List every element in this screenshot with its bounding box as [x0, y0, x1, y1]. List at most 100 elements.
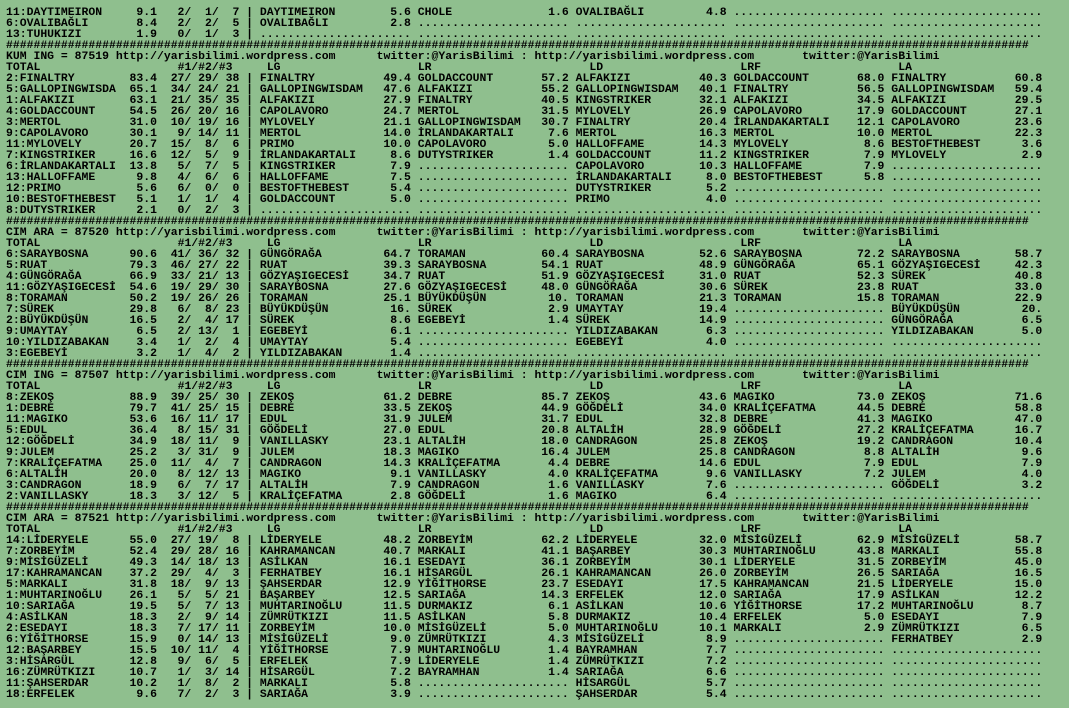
pick-count-2: 29: [198, 281, 212, 294]
empty-cell-lr: ......................: [417, 171, 569, 184]
pick-count-1: 1: [177, 336, 185, 349]
team-name: 8:ZEKOŞ: [6, 391, 55, 404]
total-score: 18.3: [129, 622, 157, 635]
column-header-picks: #1/#2/#3: [177, 61, 233, 74]
cell-name-lg: GOLDACCOUNT: [259, 193, 336, 206]
cell-name-lg: EDUL: [259, 413, 288, 426]
cell-value-lrf: 72.2: [856, 248, 885, 261]
empty-cell-lr: ......................: [417, 677, 569, 690]
slash: /: [211, 468, 219, 481]
website-url: http://yarisbilimi.wordpress.com: [534, 512, 755, 525]
slash: /: [184, 688, 192, 701]
slash: /: [211, 622, 219, 635]
cell-name-ld: DUTYSTRIKER: [575, 182, 652, 195]
column-header-total: TOTAL: [6, 237, 41, 250]
slash: /: [184, 622, 192, 635]
slash: /: [184, 6, 192, 19]
website-url: http://yarisbilimi.wordpress.com: [115, 50, 336, 63]
pick-count-2: 9: [205, 578, 212, 591]
cell-value-ld: 14.3: [699, 138, 727, 151]
cell-name-lrf: ALFAKIZI: [733, 94, 789, 107]
cell-value-ld: 5.2: [705, 182, 727, 195]
cell-name-ld: BAŞARBEY: [575, 545, 631, 558]
cell-name-lr: MUHTARINOĞLU: [417, 644, 501, 657]
cell-value-ld: 8.0: [705, 171, 727, 184]
total-score: 16.6: [129, 149, 157, 162]
column-divider: |: [246, 248, 254, 261]
slash: /: [184, 127, 192, 140]
slash: /: [211, 611, 219, 624]
team-name: 9:JULEM: [6, 446, 55, 459]
pick-count-3: 5: [232, 17, 240, 30]
pick-count-1: 7: [177, 622, 185, 635]
pick-count-1: 10: [170, 644, 185, 657]
slash: /: [211, 325, 219, 338]
team-name: 10:SARIAĞA: [6, 600, 75, 613]
cell-name-lg: FERHATBEY: [259, 567, 322, 580]
cell-name-lr: ALTALİH: [417, 435, 466, 448]
cell-value-lrf: 7.9: [863, 457, 885, 470]
pick-count-2: 2: [205, 336, 212, 349]
table-row: 7:SÜREK 29.8 6/8/23 | BÜYÜKDÜŞÜN 16. SÜREK 2.9 U…: [6, 304, 1069, 315]
colon-separator: :: [520, 512, 528, 525]
cell-value-la: 55.8: [1014, 545, 1043, 558]
cell-value-lrf: 7.9: [863, 149, 885, 162]
slash: /: [211, 6, 219, 19]
cell-value-ld: 20.4: [699, 116, 727, 129]
column-divider: |: [246, 325, 254, 338]
slash: /: [184, 28, 192, 41]
total-score: 9.1: [136, 6, 157, 19]
table-row: 5:MARKALI 31.8 18/9/13 | ŞAHSERDAR 12.9 YİĞİTH…: [6, 579, 1069, 590]
table-row: 7:ZORBEYİM 52.4 29/28/16 | KAHRAMANCAN 40.7 MA…: [6, 546, 1069, 557]
team-name: 10:BESTOFTHEBEST: [6, 193, 116, 206]
pick-count-2: 19: [198, 116, 212, 129]
cell-value-lg: 7.5: [390, 171, 411, 184]
column-divider: |: [246, 149, 254, 162]
pick-count-3: 3: [232, 28, 240, 41]
column-divider: |: [246, 259, 254, 272]
cell-value-lg: 18.3: [383, 446, 411, 459]
total-score: 65.1: [129, 83, 157, 96]
cell-name-ld: GALLOPINGWISDAM: [575, 83, 679, 96]
pick-count-3: 32: [225, 248, 240, 261]
cell-name-ld: MİSİGÜZELİ: [575, 633, 645, 646]
empty-cell-ld: ......................: [575, 17, 727, 30]
cell-name-la: SARAYBOSNA: [891, 248, 960, 261]
cell-name-ld: KAHRAMANCAN: [575, 567, 652, 580]
slash: /: [184, 193, 192, 206]
cell-name-ld: EDUL: [575, 413, 604, 426]
cell-name-lg: YILDIZABAKAN: [259, 347, 343, 360]
column-header-lrf: LRF: [740, 61, 761, 74]
cell-name-lrf: SARAYBOSNA: [733, 248, 803, 261]
cell-name-ld: ZEKOŞ: [575, 391, 610, 404]
pick-count-2: 2: [205, 688, 212, 701]
slash: /: [184, 556, 192, 569]
pick-count-3: 3: [232, 204, 240, 217]
cell-value-lg: 9.0: [390, 633, 411, 646]
cell-value-lr: 26.1: [541, 567, 569, 580]
empty-cell-lr: ......................: [417, 347, 569, 360]
twitter-handle: twitter:@YarisBilimi: [802, 369, 940, 382]
cell-value-lg: 24.7: [383, 105, 411, 118]
empty-cell-lr: ......................: [417, 336, 569, 349]
table-row: 1:MUHTARINOĞLU 26.1 5/5/21 | BAŞARBEY 12.5 SAR…: [6, 590, 1069, 601]
cell-name-lr: CAPOLAVORO: [417, 138, 487, 151]
column-divider: |: [246, 281, 254, 294]
cell-name-lrf: YİĞİTHORSE: [733, 600, 803, 613]
cell-name-lg: ASİLKAN: [259, 556, 308, 569]
slash: /: [184, 600, 192, 613]
cell-name-la: FINALTRY: [891, 72, 947, 85]
slash: /: [184, 116, 192, 129]
empty-cell-la: ......................: [891, 17, 1043, 30]
cell-name-lg: CANDRAGON: [259, 457, 322, 470]
cell-value-la: 23.6: [1014, 116, 1043, 129]
cell-value-la: 7.9: [1021, 611, 1043, 624]
total-score: 90.6: [129, 248, 157, 261]
cell-name-lr: GÖZYAŞIGECESİ: [417, 281, 507, 294]
pick-count-2: 3: [205, 666, 212, 679]
cell-value-lr: 31.7: [541, 413, 569, 426]
cell-name-ld: MUHTARINOĞLU: [575, 622, 658, 635]
cell-value-lg: 27.9: [383, 94, 411, 107]
cell-value-ld: 17.5: [699, 578, 727, 591]
table-row: 13:HALLOFFAME 9.8 4/6/6 | HALLOFFAME 7.5.....…: [6, 172, 1069, 183]
